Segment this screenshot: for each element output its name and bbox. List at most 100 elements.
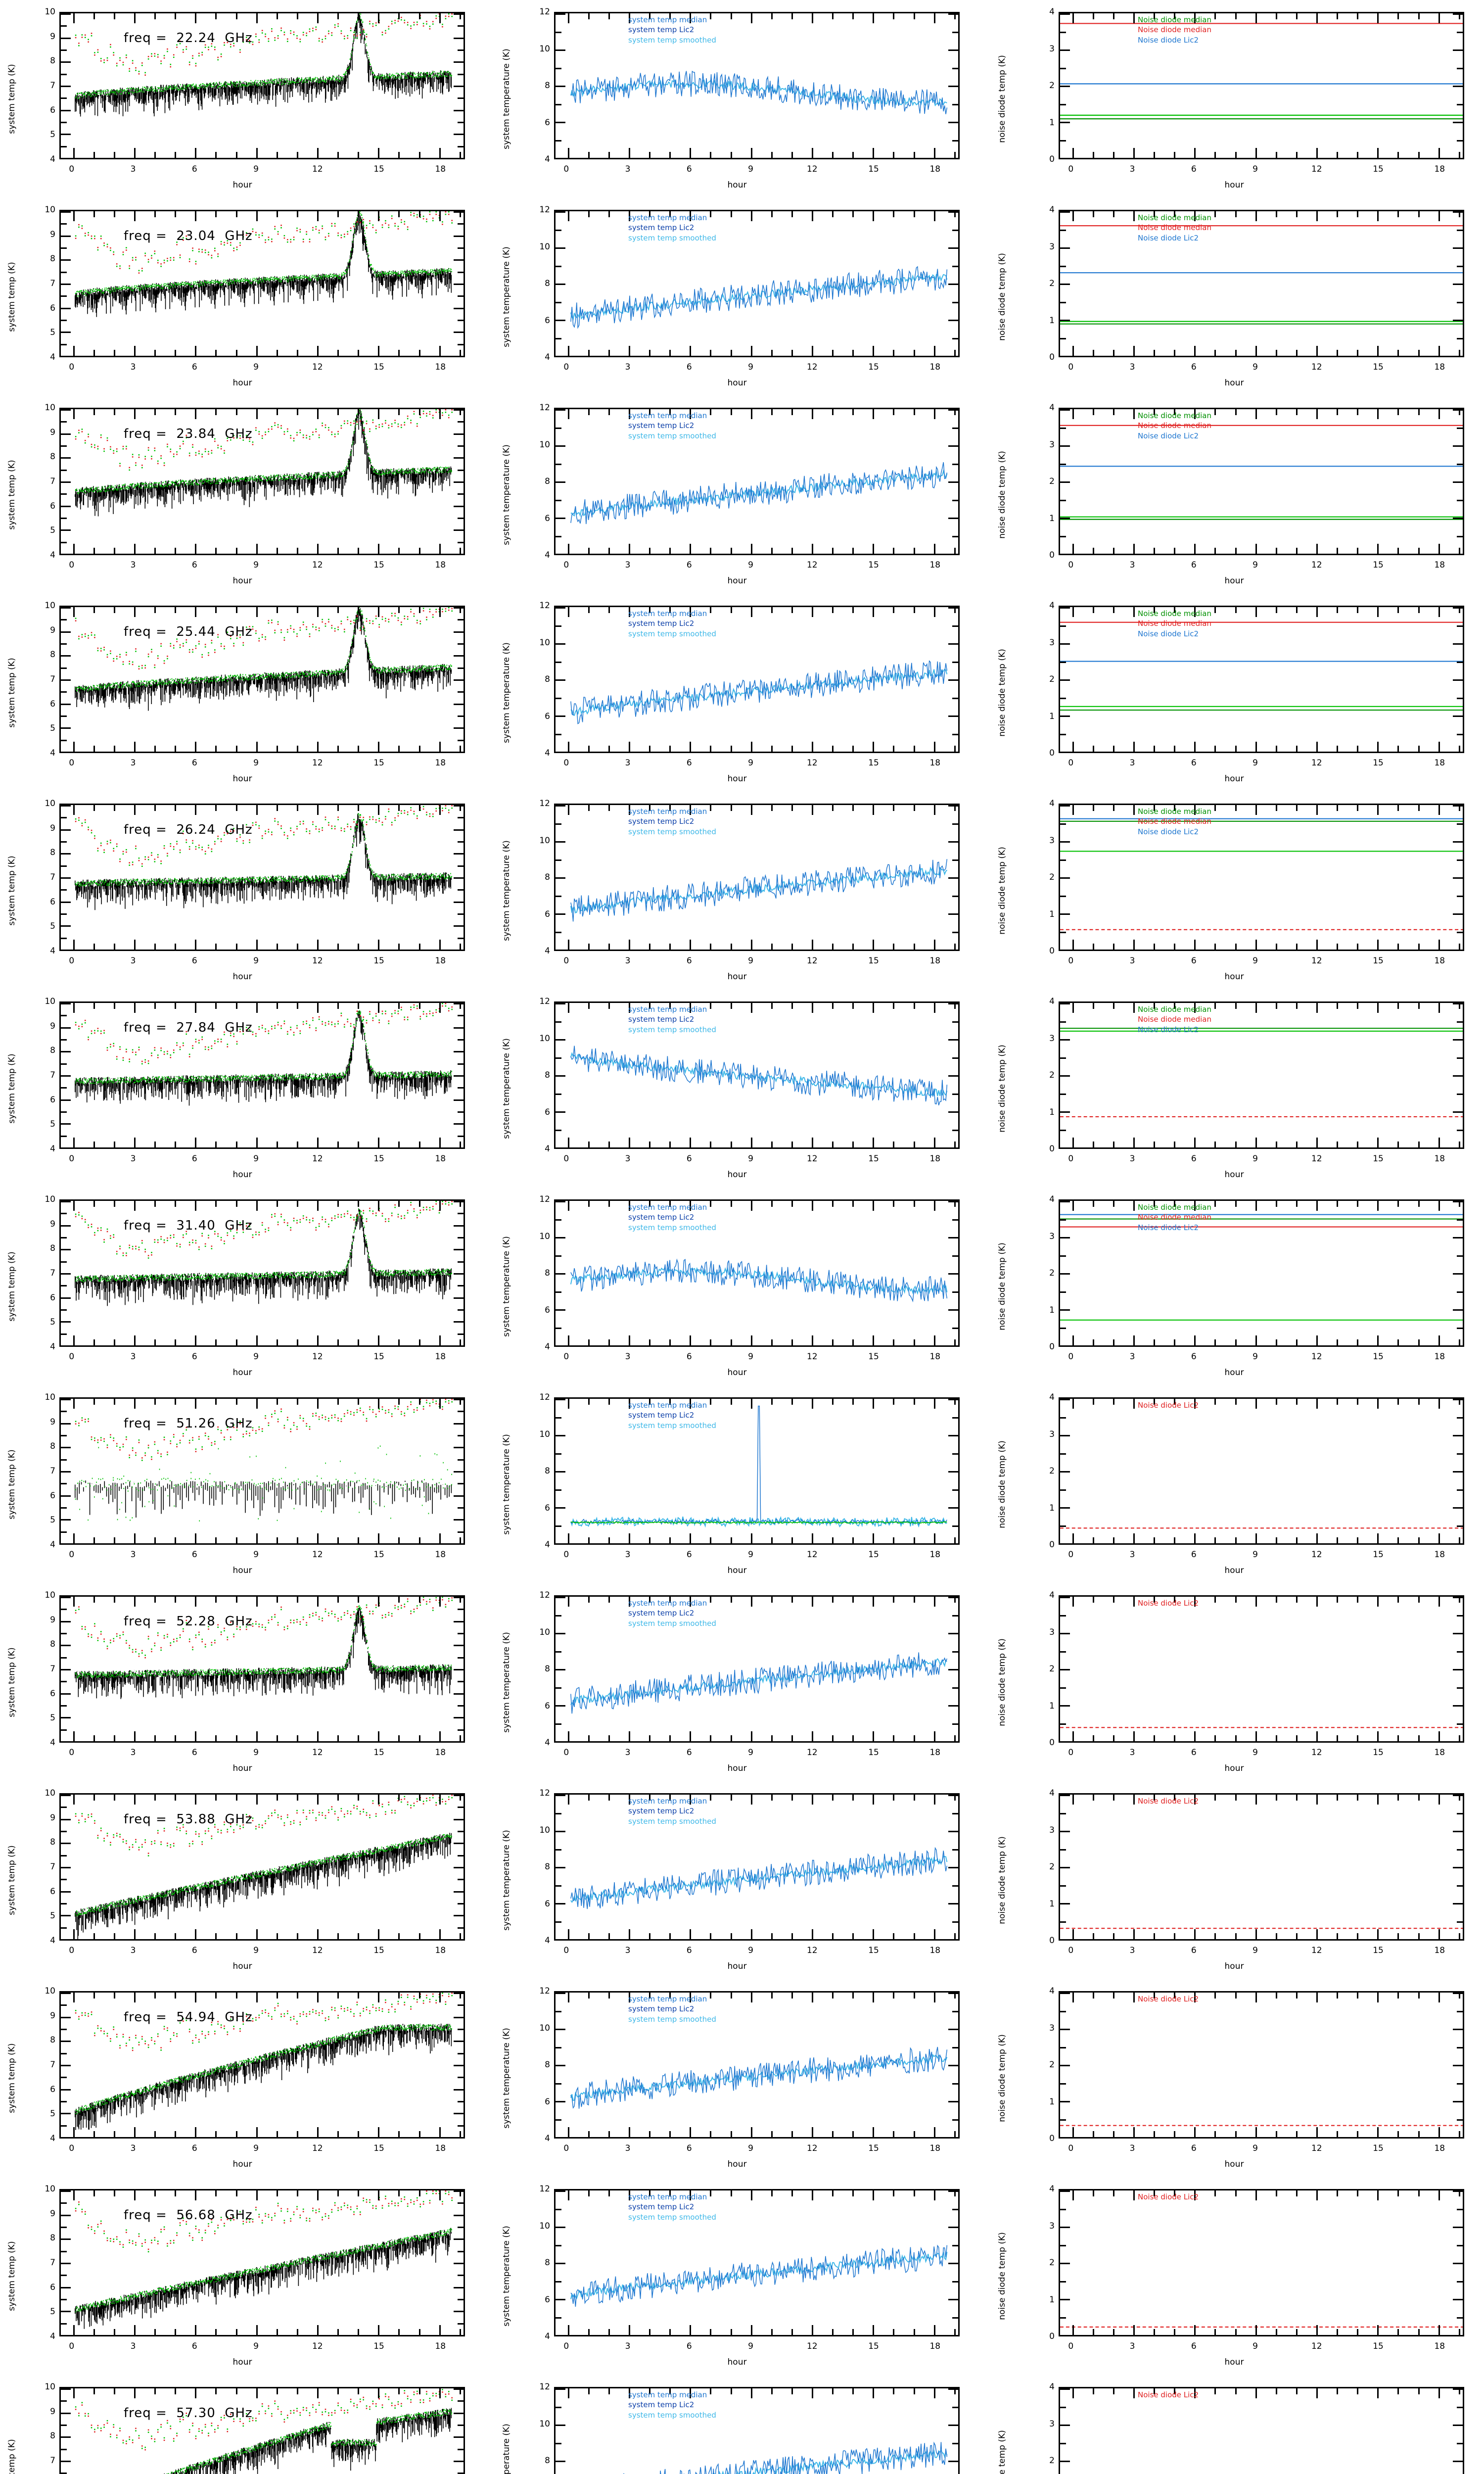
legend: Noise diode Lic2 [1138,2192,1199,2202]
x-tick [1235,2329,1237,2335]
x-axis-tick-label: 18 [929,2341,941,2351]
legend: Noise diode median Noise diode median Nois… [1138,807,1211,837]
x-tick [588,350,590,356]
x-tick-top [296,211,298,217]
y-tick [556,2317,561,2319]
y-tick-right [454,2286,464,2288]
x-tick-top [750,1597,752,1607]
x-tick [1316,1731,1318,1741]
y-tick-right [1453,1435,1463,1436]
y-axis-tick-label: 12 [539,1986,550,1996]
x-tick [608,152,610,158]
x-tick-top [771,211,773,217]
y-tick [61,1345,71,1347]
y-tick [61,727,71,729]
x-tick-top [730,607,732,613]
y-tick [1060,49,1070,51]
x-tick [418,944,420,950]
x-tick-top [1337,13,1339,19]
x-tick [439,940,441,950]
x-tick-top [567,211,569,221]
x-tick-top [256,1993,258,2002]
x-tick [1133,346,1135,356]
x-tick [195,346,197,356]
y-tick [61,1867,71,1868]
y-tick [61,1843,71,1845]
x-tick [256,742,258,752]
x-tick [791,944,793,950]
x-tick-top [1214,1003,1216,1009]
x-tick [1377,1138,1379,1147]
y-tick-right [952,2281,958,2283]
x-tick [730,1537,732,1543]
x-tick [669,1537,671,1543]
x-tick-top [954,1003,956,1009]
y-tick [61,1879,67,1881]
x-tick-top [418,2190,420,2196]
y-tick-right [1453,1939,1463,1941]
left-error-bars [74,2228,452,2329]
x-tick [1397,944,1399,950]
mid-median-series [570,1046,948,1105]
legend: Noise diode median Noise diode median Nois… [1138,15,1211,45]
y-tick-right [1453,1543,1463,1545]
y-axis-tick-label: 12 [539,799,550,809]
y-tick-right [952,103,958,105]
legend-item: system temp median [628,2192,707,2201]
y-tick [556,1615,561,1617]
y-tick-right [458,2029,464,2030]
x-tick [771,1339,773,1345]
x-tick [629,1533,630,1543]
x-tick [1113,2131,1114,2137]
x-axis-tick-label: 9 [748,362,753,372]
y-axis-tick-label: 10 [45,2382,55,2392]
y-axis-tick-label: 12 [539,403,550,413]
x-tick [893,944,895,950]
x-tick-top [154,2190,156,2196]
y-tick [61,122,67,123]
y-tick [1060,823,1066,825]
frequency-label: freq = 25.44 GHz [124,624,253,639]
x-tick-top [954,607,956,613]
x-tick-top [1174,2190,1176,2196]
x-tick-top [195,1399,197,1409]
x-axis-tick-label: 12 [1311,362,1322,372]
x-tick-top [195,1597,197,1607]
x-tick [893,1339,895,1345]
legend-item: Noise diode Lic2 [1138,1025,1199,1034]
x-tick-top [1214,1597,1216,1603]
y-tick [1060,913,1070,915]
x-tick [1133,1138,1135,1147]
x-tick [317,544,319,554]
x-tick-top [1275,607,1277,613]
x-tick [256,1929,258,1939]
x-axis-tick-label: 0 [69,1748,75,1758]
x-tick [771,1933,773,1939]
x-axis-tick-label: 0 [563,1352,569,1362]
x-tick-top [93,1597,95,1603]
y-tick [556,1543,565,1545]
x-tick [317,148,319,158]
x-tick [771,2329,773,2335]
x-tick-top [459,607,461,613]
x-tick-top [1458,607,1460,613]
x-tick-top [215,1993,217,1998]
x-axis-tick-label: 9 [253,560,259,570]
x-tick-top [933,409,935,419]
x-tick-top [1194,1993,1196,2002]
y-tick-right [948,805,958,807]
x-tick-top [1458,1795,1460,1801]
x-tick [812,1929,813,1939]
x-tick [1092,1339,1094,1345]
x-tick [1194,544,1196,554]
x-tick [1113,152,1114,158]
x-tick-top [235,13,237,19]
x-tick-top [1133,211,1135,221]
x-tick-top [358,607,360,613]
y-axis-tick-label: 7 [50,2258,55,2268]
frequency-label: freq = 27.84 GHz [124,1020,253,1035]
y-tick [61,2101,67,2102]
x-tick-top [730,1399,732,1405]
x-tick [1377,940,1379,950]
x-tick-top [913,1399,915,1405]
